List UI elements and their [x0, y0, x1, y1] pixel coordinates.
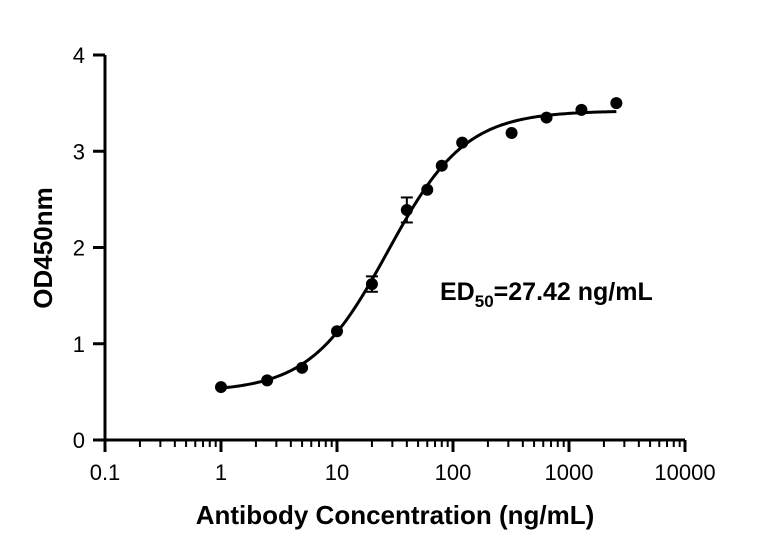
x-tick-label: 1	[215, 460, 227, 485]
x-tick-label: 10	[325, 460, 349, 485]
axes: 0.1 1 10 100 1000 10000 0 1 2 3 4	[73, 43, 716, 485]
data-point	[421, 184, 433, 196]
ed50-annotation-sub: 50	[475, 292, 494, 311]
data-point	[401, 204, 413, 216]
ed50-annotation: ED50=27.42 ng/mL	[440, 278, 653, 311]
x-tick-label: 0.1	[90, 460, 121, 485]
data-point	[456, 137, 468, 149]
data-point	[610, 97, 622, 109]
y-axis-title: OD450nm	[28, 187, 58, 308]
ed50-annotation-rest: =27.42 ng/mL	[494, 278, 653, 306]
y-tick-label: 3	[73, 139, 85, 164]
x-tick-label: 1000	[545, 460, 594, 485]
y-tick-label: 2	[73, 236, 85, 261]
data-point	[436, 160, 448, 172]
fit-curve	[221, 112, 616, 389]
data-point	[575, 104, 587, 116]
y-tick-label: 0	[73, 428, 85, 453]
data-point	[541, 112, 553, 124]
y-tick-label: 4	[73, 43, 85, 68]
data-point	[296, 362, 308, 374]
data-point	[366, 278, 378, 290]
data-point	[215, 381, 227, 393]
x-axis-title: Antibody Concentration (ng/mL)	[196, 500, 595, 530]
x-tick-label: 100	[435, 460, 472, 485]
data-point	[331, 325, 343, 337]
data-point	[261, 374, 273, 386]
data-points	[215, 97, 622, 393]
y-tick-label: 1	[73, 332, 85, 357]
x-tick-label: 10000	[654, 460, 715, 485]
ed50-annotation-main: ED	[440, 278, 475, 306]
data-point	[506, 127, 518, 139]
